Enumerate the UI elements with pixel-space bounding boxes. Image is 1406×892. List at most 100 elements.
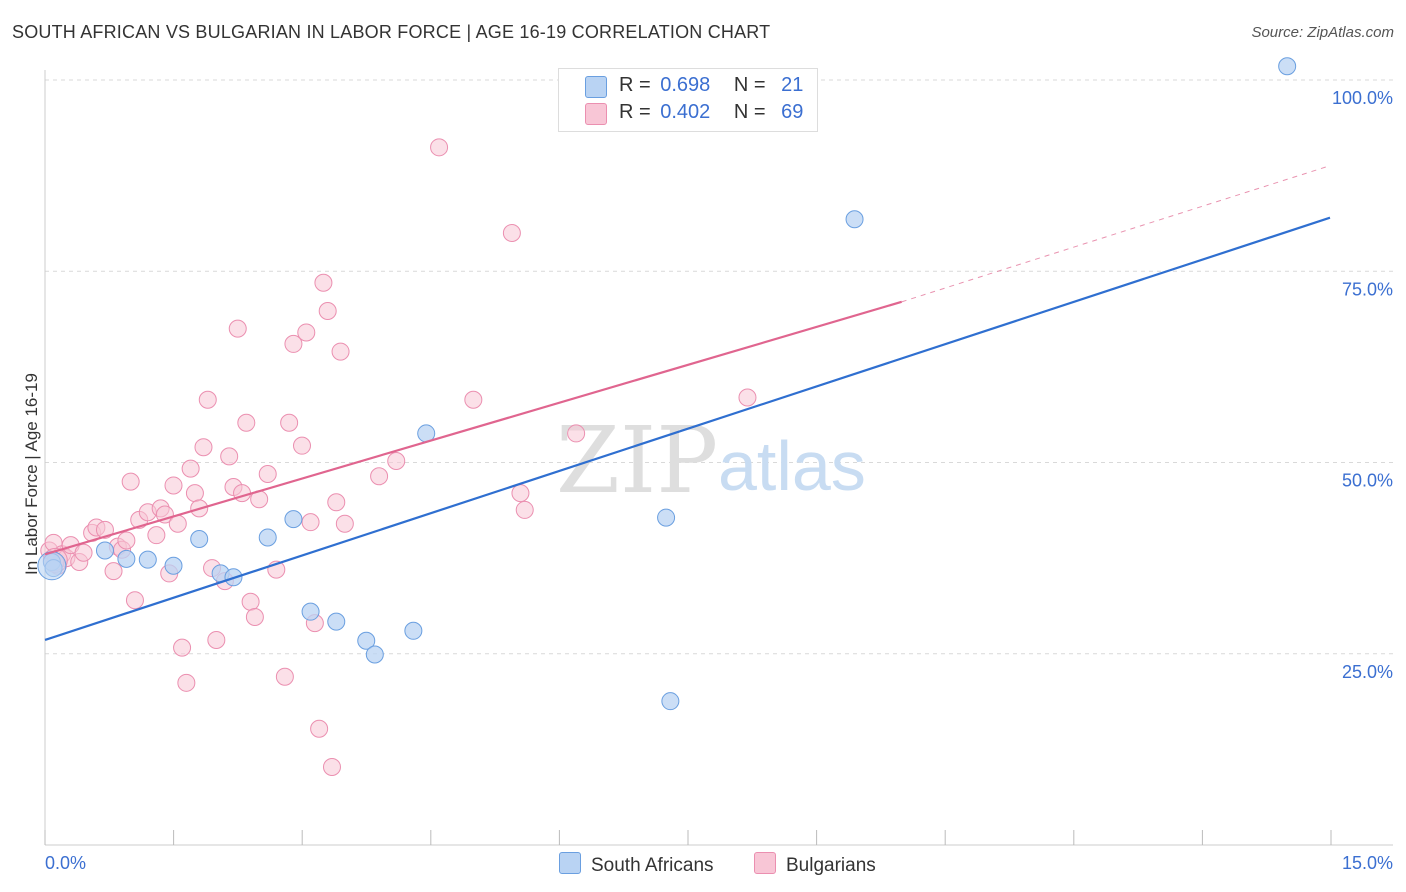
chart-title: SOUTH AFRICAN VS BULGARIAN IN LABOR FORC… [12, 22, 771, 42]
legend-r-value-south-africans: 0.698 [660, 74, 711, 96]
data-point-bulgarians [502, 224, 521, 242]
data-point-bulgarians [258, 464, 277, 483]
data-point-south-africans [117, 549, 136, 568]
y-tick-label: 100.0% [1332, 88, 1393, 108]
data-point-bulgarians [515, 500, 534, 519]
data-point-south-africans [1278, 57, 1297, 76]
data-point-bulgarians [314, 273, 333, 292]
x-tick-labels: 0.0% 15.0% [45, 853, 1393, 873]
legend-n-label: N = [733, 101, 766, 123]
data-point-bulgarians [275, 667, 294, 686]
trend-line-bulgarians-extension [901, 165, 1331, 303]
legend-r-label: R = [619, 74, 651, 96]
data-point-south-africans-cluster [37, 551, 67, 581]
data-point-bulgarians [147, 526, 166, 545]
data-point-bulgarians [567, 424, 586, 443]
data-point-south-africans [258, 528, 277, 547]
data-point-bulgarians [387, 451, 406, 470]
data-point-bulgarians [245, 608, 264, 627]
legend-box: R = 0.698 N = 21 R = 0.402 N = 69 [558, 68, 818, 132]
y-tick-labels: 25.0% 50.0% 75.0% 100.0% [1332, 88, 1393, 682]
legend-n-label: N = [733, 74, 766, 96]
data-point-bulgarians [280, 413, 299, 432]
data-point-bulgarians [241, 592, 260, 611]
data-point-bulgarians [121, 472, 140, 491]
legend-r-label: R = [619, 101, 651, 123]
bottom-legend-swatch-south-africans [559, 852, 581, 874]
y-tick-label: 50.0% [1342, 471, 1393, 491]
data-point-bulgarians [117, 531, 136, 550]
trend-line-bulgarians [44, 300, 902, 556]
data-point-bulgarians [335, 514, 354, 533]
data-point-bulgarians [220, 447, 239, 466]
data-point-south-africans [845, 210, 864, 229]
data-point-south-africans [190, 530, 209, 548]
data-point-bulgarians [511, 484, 530, 503]
data-point-bulgarians [318, 302, 337, 321]
data-point-south-africans [357, 631, 376, 650]
data-point-bulgarians [194, 438, 213, 457]
bottom-legend-bulgarians: Bulgarians [754, 852, 876, 877]
data-point-south-africans [138, 550, 157, 569]
grid-lines [45, 79, 1393, 655]
data-point-bulgarians [430, 138, 449, 157]
trend-line-south-africans [44, 216, 1331, 642]
bottom-legend-swatch-bulgarians [754, 852, 776, 874]
data-point-bulgarians [284, 334, 303, 353]
data-point-bulgarians [198, 390, 217, 409]
data-point-south-africans [95, 541, 114, 560]
legend-n-value-bulgarians: 69 [781, 101, 804, 123]
data-point-bulgarians [237, 413, 256, 432]
data-point-bulgarians [322, 757, 341, 776]
data-point-bulgarians [74, 543, 93, 562]
data-point-south-africans [661, 692, 680, 711]
data-point-bulgarians [301, 513, 320, 532]
x-tick-label-min: 0.0% [45, 853, 86, 873]
bottom-legend-label-south-africans: South Africans [591, 855, 714, 876]
watermark-zip: ZIP [556, 407, 718, 514]
data-point-bulgarians [228, 319, 247, 338]
data-point-south-africans [365, 645, 384, 664]
x-tick-marks [44, 830, 1332, 845]
data-point-bulgarians [125, 591, 144, 610]
data-point-bulgarians [738, 388, 757, 407]
data-point-bulgarians [164, 476, 183, 495]
legend-n-value-south-africans: 21 [781, 74, 804, 96]
data-point-bulgarians [464, 390, 483, 409]
y-axis-label: In Labor Force | Age 16-19 [22, 373, 41, 575]
bottom-legend-label-bulgarians: Bulgarians [786, 855, 876, 876]
data-point-bulgarians [327, 493, 346, 512]
watermark: ZIP atlas [556, 407, 866, 514]
y-tick-label: 75.0% [1342, 279, 1393, 299]
x-tick-label-max: 15.0% [1342, 853, 1393, 873]
data-point-south-africans [284, 510, 303, 529]
data-point-south-africans [327, 612, 346, 631]
data-point-bulgarians [310, 719, 329, 738]
data-point-bulgarians [173, 638, 192, 657]
data-point-south-africans [404, 621, 423, 640]
watermark-atlas: atlas [718, 427, 866, 505]
data-point-south-africans [301, 602, 320, 621]
data-point-south-africans [657, 508, 676, 527]
data-point-bulgarians [181, 459, 200, 478]
data-point-bulgarians [104, 562, 123, 581]
source-label: Source: ZipAtlas.com [1251, 24, 1394, 41]
data-point-bulgarians [185, 484, 204, 503]
legend-r-value-bulgarians: 0.402 [660, 101, 711, 123]
data-point-south-africans [164, 556, 183, 575]
data-point-bulgarians [95, 520, 114, 539]
data-point-bulgarians [207, 630, 226, 649]
bottom-legend-south-africans: South Africans [559, 852, 714, 877]
legend-swatch-south-africans [585, 76, 607, 98]
data-point-bulgarians [370, 467, 389, 486]
data-point-bulgarians [177, 673, 196, 692]
y-tick-label: 25.0% [1342, 662, 1393, 682]
data-point-bulgarians [331, 342, 350, 361]
legend-swatch-bulgarians [585, 103, 607, 125]
trend-lines [44, 165, 1331, 642]
south-africans-points [37, 57, 1297, 711]
data-point-bulgarians [293, 436, 311, 455]
data-point-bulgarians [297, 323, 316, 342]
axes [44, 70, 1393, 846]
